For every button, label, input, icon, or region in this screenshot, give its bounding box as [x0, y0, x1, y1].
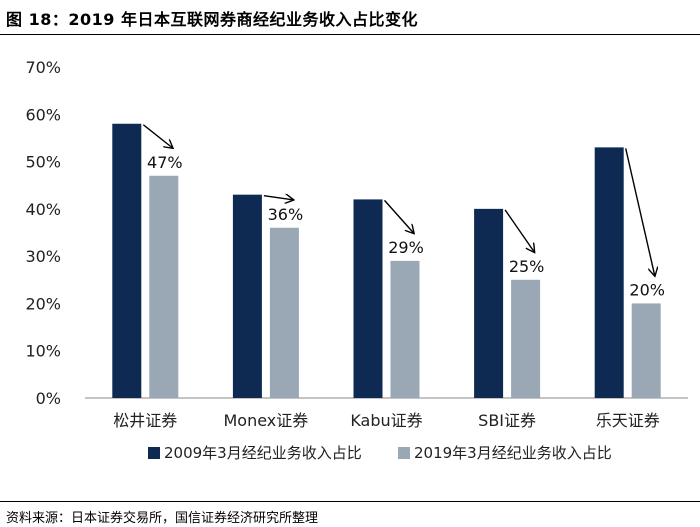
- change-arrow: [625, 148, 655, 275]
- legend-label: 2019年3月经纪业务收入占比: [414, 444, 612, 462]
- bar-2019: [511, 279, 541, 398]
- bar-2019: [390, 260, 420, 398]
- x-tick-label: 乐天证券: [596, 411, 660, 430]
- y-tick-label: 0%: [36, 389, 61, 408]
- change-arrow: [383, 199, 414, 232]
- figure-title: 图 18：2019 年日本互联网券商经纪业务收入占比变化: [6, 10, 418, 29]
- bar-2019: [269, 227, 299, 398]
- data-label: 36%: [268, 205, 304, 224]
- title-bar: 图 18：2019 年日本互联网券商经纪业务收入占比变化: [0, 0, 700, 36]
- y-tick-label: 10%: [25, 342, 61, 361]
- bar-chart: 0% 10% 20% 30% 40% 50% 60% 70% 47% 松井证券 36% Monex证券…: [25, 58, 688, 462]
- source-divider: [0, 501, 700, 502]
- bar-2019: [631, 303, 661, 398]
- y-tick-label: 70%: [25, 58, 61, 77]
- x-tick-label: SBI证券: [478, 411, 536, 430]
- bar-2009: [353, 199, 383, 398]
- data-label: 47%: [147, 153, 183, 172]
- data-label: 25%: [509, 257, 545, 276]
- bar-2009: [112, 123, 142, 398]
- y-tick-label: 30%: [25, 247, 61, 266]
- title-divider: [0, 34, 700, 35]
- change-arrow: [142, 124, 172, 148]
- bar-2009: [474, 208, 504, 398]
- change-arrow: [504, 209, 534, 252]
- legend-label: 2009年3月经纪业务收入占比: [164, 444, 362, 462]
- bar-2009: [232, 194, 262, 398]
- data-label: 29%: [388, 238, 424, 257]
- source-note: 资料来源：日本证券交易所，国信证券经济研究所整理: [6, 511, 319, 526]
- x-tick-label: 松井证券: [113, 411, 177, 430]
- x-tick-label: Kabu证券: [350, 411, 422, 430]
- y-tick-label: 20%: [25, 294, 61, 313]
- x-tick-label: Monex证券: [224, 411, 309, 430]
- bar-2019: [149, 175, 179, 398]
- y-tick-label: 60%: [25, 105, 61, 124]
- y-tick-label: 50%: [25, 153, 61, 172]
- legend-swatch: [148, 447, 160, 459]
- legend-swatch: [398, 447, 410, 459]
- change-arrow: [263, 196, 293, 200]
- data-label: 20%: [629, 280, 665, 299]
- y-tick-label: 40%: [25, 200, 61, 219]
- bar-2009: [594, 147, 624, 398]
